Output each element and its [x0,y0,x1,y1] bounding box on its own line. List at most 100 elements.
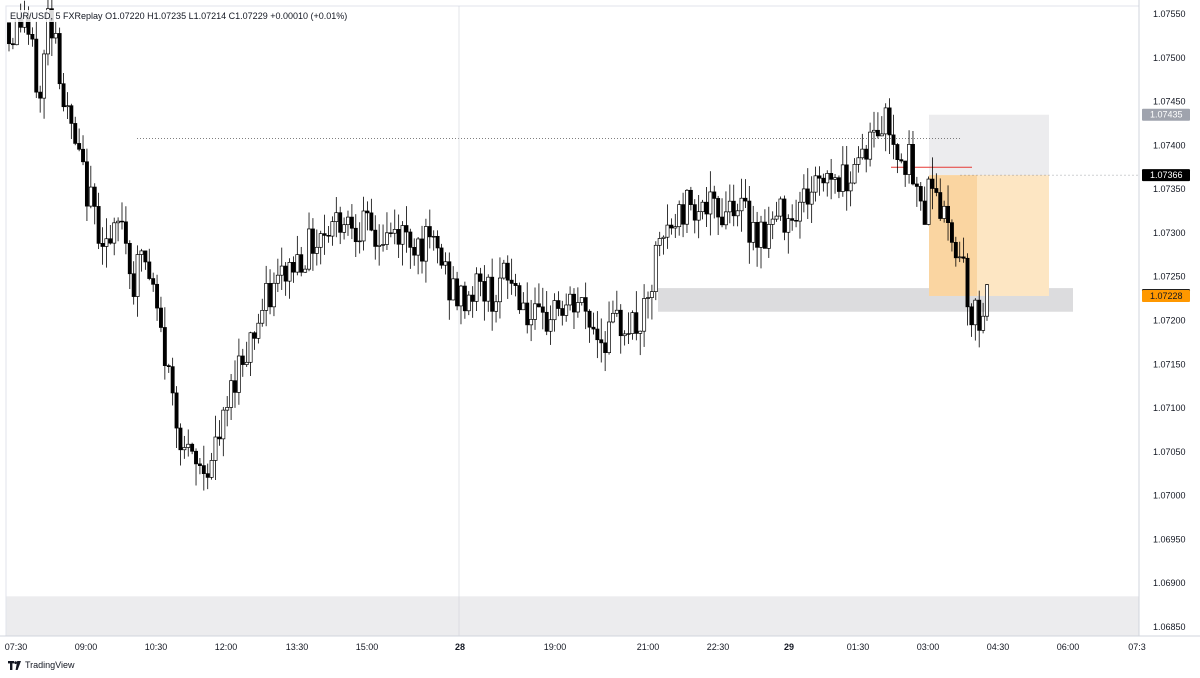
price-tick-label: 1.06950 [1153,534,1186,544]
candle-body [182,447,187,451]
bottom-zone [6,596,1139,636]
candle-body [579,297,584,303]
candle-body [303,268,308,273]
candle-body [400,225,405,245]
time-tick-label: 21:00 [637,642,660,652]
candle-body [766,224,771,249]
candle-body [688,189,693,205]
candle-body [821,177,826,184]
candle-body [700,201,705,213]
candle-body [977,299,982,331]
candle-body [575,302,580,313]
candle-body [307,228,311,270]
candle-body [34,38,39,93]
candle-body [852,164,857,184]
candle-body [112,222,117,244]
candle-body [544,311,549,332]
candle-body [143,250,148,263]
candle-body [868,131,873,160]
candle-body [65,105,70,108]
candle-body [926,178,931,225]
candle-body [159,307,163,328]
symbol-label[interactable]: EUR/USD, 5 [10,11,61,21]
candle-body [42,53,47,99]
grid [5,5,1140,637]
candle-body [194,450,198,465]
candles [7,0,989,491]
candle-body [466,294,471,312]
candle-body [720,216,724,226]
candle-body [155,283,160,309]
candle-body [151,278,156,285]
brand-label: TradingView [25,660,75,670]
candle-body [848,182,853,192]
candle-body [423,226,428,262]
candle-body [805,188,810,205]
candle-body [716,198,721,218]
candle-body [92,186,97,207]
candle-body [599,339,604,344]
candle-body [914,183,919,187]
price-tick-label: 1.07050 [1153,447,1186,457]
tradingview-brand[interactable]: TradingView [8,660,75,670]
candle-body [860,148,865,159]
candle-body [649,291,654,298]
candle-body [572,293,576,313]
candle-body [225,407,230,411]
candle-body [638,330,643,334]
candle-body [38,91,43,99]
price-tick-label: 1.07350 [1153,184,1186,194]
candle-body [969,306,974,326]
candle-body [209,460,214,478]
candle-body [595,328,600,341]
candle-body [264,283,269,311]
price-tick-label: 1.07000 [1153,491,1186,501]
candle-body [396,229,401,245]
candle-body [131,273,136,297]
candle-body [139,250,144,255]
candle-body [349,216,354,229]
candle-body [591,326,596,330]
candle-body [318,233,323,248]
candle-body [614,309,619,314]
candle-body [646,297,650,299]
price-tick-label: 1.06900 [1153,578,1186,588]
candle-body [801,188,806,203]
candle-body [911,144,915,185]
candle-body [505,262,510,281]
candle-body [73,123,78,144]
candle-body [346,216,350,226]
price-tick-label: 1.07300 [1153,228,1186,238]
candle-body [295,254,300,273]
candle-body [373,229,378,247]
candle-body [77,143,82,150]
candle-body [759,221,763,248]
price-tick-label: 1.06850 [1153,622,1186,632]
candle-body [81,148,85,163]
candle-body [268,283,273,308]
candle-body [486,276,491,302]
candle-body [981,315,986,331]
candle-body [49,8,54,39]
candle-body [844,164,849,192]
candle-body [961,256,966,259]
candle-body [474,273,479,302]
candle-body [61,83,66,108]
candle-body [930,178,935,189]
candle-body [388,232,393,234]
candle-body [314,246,319,254]
candle-body [443,261,448,266]
candle-body [973,299,978,326]
price-badge [1142,289,1190,302]
candle-body [213,436,218,461]
source-label: FXReplay [63,11,103,21]
candle-body [953,242,958,259]
candle-body [840,164,845,192]
candle-body [864,148,869,160]
price-tick-label: 1.07450 [1153,97,1186,107]
candle-body [416,238,421,256]
candle-body [560,308,565,316]
candle-body [661,236,666,239]
candle-body [521,302,526,311]
